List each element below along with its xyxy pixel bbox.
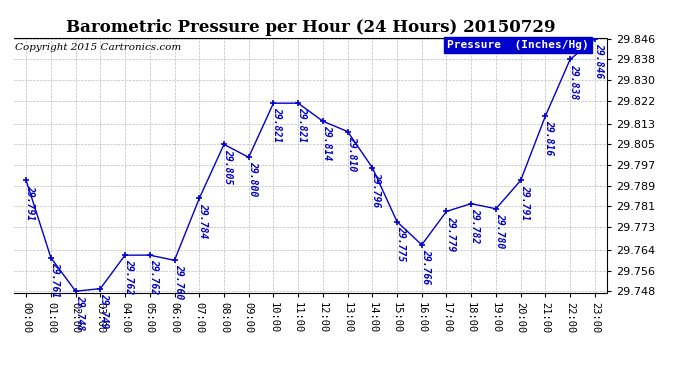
Text: 29.838: 29.838 (569, 63, 580, 99)
Text: 29.821: 29.821 (273, 107, 283, 142)
Text: 29.762: 29.762 (149, 260, 159, 295)
Text: 29.821: 29.821 (297, 107, 307, 142)
Text: 29.791: 29.791 (520, 184, 530, 220)
Text: 29.784: 29.784 (199, 202, 208, 238)
Title: Barometric Pressure per Hour (24 Hours) 20150729: Barometric Pressure per Hour (24 Hours) … (66, 19, 555, 36)
Text: 29.816: 29.816 (544, 120, 555, 156)
Text: 29.760: 29.760 (174, 264, 184, 300)
Text: 29.800: 29.800 (248, 162, 258, 197)
Text: 29.761: 29.761 (50, 262, 60, 297)
Text: 29.782: 29.782 (471, 208, 480, 243)
Text: 29.805: 29.805 (223, 148, 233, 184)
Text: 29.775: 29.775 (396, 226, 406, 261)
Text: 29.779: 29.779 (446, 216, 455, 251)
Text: 29.810: 29.810 (347, 136, 357, 171)
Text: 29.748: 29.748 (75, 296, 85, 331)
Text: 29.762: 29.762 (124, 260, 135, 295)
Text: Copyright 2015 Cartronics.com: Copyright 2015 Cartronics.com (15, 43, 181, 52)
Text: Pressure  (Inches/Hg): Pressure (Inches/Hg) (447, 40, 589, 50)
Text: 29.791: 29.791 (26, 184, 35, 220)
Text: 29.814: 29.814 (322, 125, 332, 160)
Text: 29.749: 29.749 (99, 293, 110, 328)
Text: 29.766: 29.766 (421, 249, 431, 284)
Text: 29.846: 29.846 (594, 43, 604, 78)
Text: 29.796: 29.796 (371, 172, 382, 207)
Text: 29.780: 29.780 (495, 213, 505, 248)
